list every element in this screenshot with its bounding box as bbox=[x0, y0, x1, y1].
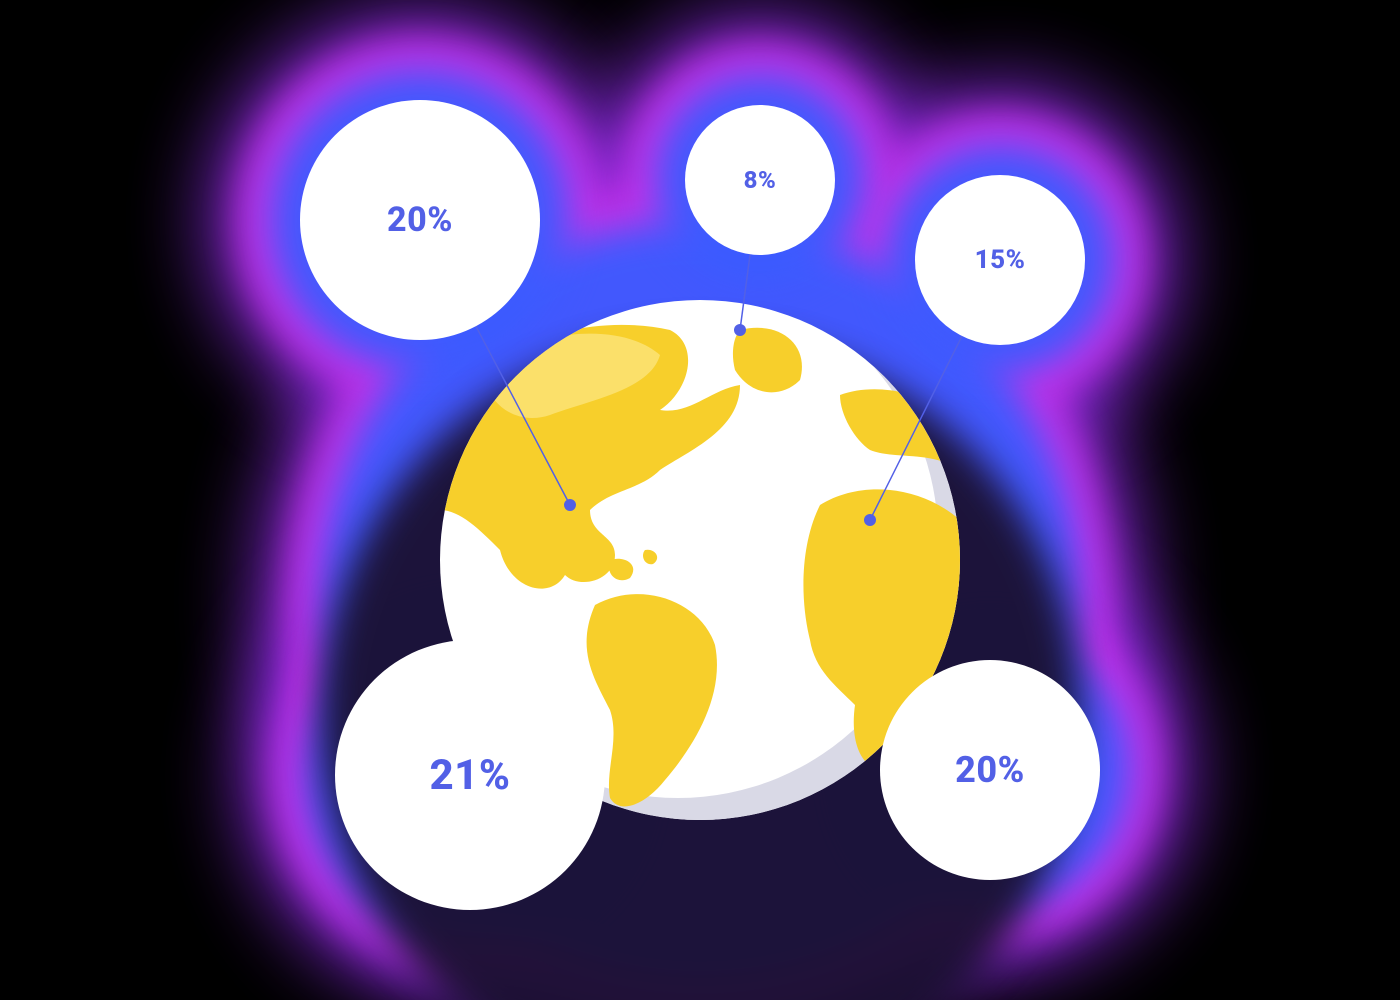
stat-bubble-b8: 8% bbox=[685, 105, 835, 255]
stat-bubble-b21: 21% bbox=[335, 640, 605, 910]
map-pin bbox=[734, 324, 746, 336]
stat-bubble-b20a: 20% bbox=[300, 100, 540, 340]
map-pin bbox=[564, 499, 576, 511]
stat-bubble-b15: 15% bbox=[915, 175, 1085, 345]
stat-bubble-label: 15% bbox=[975, 245, 1026, 275]
stat-bubble-label: 20% bbox=[955, 749, 1025, 791]
stat-bubble-b20b: 20% bbox=[880, 660, 1100, 880]
globe-infographic: 20% 8% 15% 21% 20% bbox=[0, 0, 1400, 1000]
map-pin bbox=[864, 514, 876, 526]
stat-bubble-label: 8% bbox=[744, 166, 777, 194]
stat-bubble-label: 20% bbox=[387, 200, 453, 240]
stat-bubble-label: 21% bbox=[429, 751, 510, 800]
